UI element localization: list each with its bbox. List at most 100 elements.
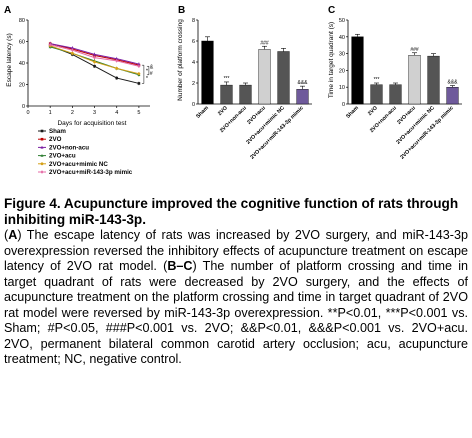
panel-a-ylabel: Escape latency (s) (6, 33, 13, 86)
platform-crossing-chart: B Number of platform crossing 0 2 4 6 8 Sham… (177, 5, 312, 161)
data-point (70, 46, 74, 50)
category-label: 2VO (217, 105, 229, 117)
legend-label: 2VO+non-acu (49, 144, 89, 151)
panel-a-letter: A (4, 5, 11, 16)
data-point (48, 43, 52, 47)
panel-c-letter: C (328, 5, 335, 16)
data-point (137, 82, 141, 85)
legend-marker (40, 154, 44, 157)
legend-label: 2VO+acu+mimic NC (49, 161, 108, 168)
x-tick-label: 0 (26, 110, 29, 116)
category-label: Sham (345, 105, 360, 120)
sig-mark: & (150, 64, 154, 70)
bar (258, 49, 271, 105)
bar (296, 89, 309, 105)
y-tick-label: 0 (22, 104, 25, 110)
data-point (137, 72, 141, 76)
legend-marker (40, 162, 44, 166)
legend-marker (40, 145, 44, 149)
y-tick-label: 4 (192, 60, 195, 66)
sig-label: ### (260, 40, 269, 46)
figure-caption: Figure 4. Acupuncture improved the cogni… (4, 196, 468, 368)
data-point (137, 64, 141, 68)
sig-bracket (141, 64, 145, 84)
sig-mark: * (146, 76, 149, 82)
x-tick-label: 3 (93, 110, 96, 116)
caption-body: (A) The escape latency of rats was incre… (4, 228, 468, 368)
bar (277, 51, 290, 105)
bar (220, 84, 233, 105)
bar (351, 36, 364, 105)
legend-label: 2VO (49, 136, 62, 143)
panel-a-significance: *&#* (141, 64, 154, 84)
sig-label: &&& (297, 80, 308, 86)
sig-bracket (146, 65, 150, 76)
legend-marker (40, 170, 44, 174)
y-tick-label: 0 (342, 102, 345, 108)
sig-label: *** (224, 76, 230, 82)
caption-title: Figure 4. Acupuncture improved the cogni… (4, 196, 459, 227)
y-tick-label: 0 (192, 102, 195, 108)
panel-b: B Number of platform crossing 0 2 4 6 8 Sham… (168, 0, 320, 196)
bar (408, 55, 421, 105)
category-label: Sham (195, 105, 210, 120)
data-point (93, 60, 96, 64)
panel-c-bars: Sham***2VO2VO+non-acu###2VO+acu2VO+acu+m… (345, 33, 459, 161)
data-point (137, 62, 141, 66)
y-tick-label: 40 (339, 35, 345, 41)
escape-latency-chart: A Escape latency (s) Days for acquisitio… (4, 5, 154, 176)
data-point (70, 51, 74, 55)
y-tick-label: 50 (339, 18, 345, 24)
bar (239, 84, 252, 105)
caption-segment: ) The escape latency of rats was increas… (4, 228, 468, 273)
panel-c-ylabel: Time in target quadrant (s) (328, 22, 335, 98)
time-in-quadrant-chart: C Time in target quadrant (s) 0 10 20 30 40 5… (328, 5, 462, 161)
data-point (93, 55, 97, 60)
category-label: 2VO (367, 105, 379, 117)
panel-c-axes: 0 10 20 30 40 50 (339, 18, 462, 108)
y-tick-label: 10 (339, 85, 345, 91)
panel-b-axes: 0 2 4 6 8 (192, 18, 312, 108)
y-tick-label: 20 (19, 83, 25, 89)
data-point (115, 76, 119, 80)
legend-marker (40, 137, 44, 141)
sig-label: &&& (447, 80, 458, 86)
legend-marker (40, 129, 44, 133)
y-tick-label: 80 (19, 18, 25, 24)
legend-label: 2VO+acu+miR-143-3p mimic (49, 169, 133, 176)
y-tick-label: 20 (339, 68, 345, 74)
x-tick-label: 4 (115, 110, 118, 116)
bar (201, 40, 214, 105)
bar (389, 84, 402, 105)
panel-b-bars: Sham***2VO2VO+non-acu###2VO+acu2VO+acu+m… (195, 36, 309, 161)
sig-mark: # (150, 71, 153, 77)
panel-c: C Time in target quadrant (s) 0 10 20 30 40 5… (320, 0, 472, 196)
panel-a-xlabel: Days for acquisition test (57, 120, 126, 127)
caption-segment: ( (4, 228, 9, 242)
y-tick-label: 6 (192, 39, 195, 45)
caption-segment: B–C (167, 259, 193, 273)
y-tick-label: 40 (19, 61, 25, 67)
x-tick-label: 2 (71, 110, 74, 116)
bar (446, 86, 459, 105)
x-tick-label: 5 (137, 110, 140, 116)
panel-b-letter: B (178, 5, 185, 16)
panel-a-axes: 0 20 40 60 80 0 1 2 3 4 5 (19, 18, 150, 116)
sig-label: *** (374, 77, 380, 83)
bar (427, 55, 440, 105)
caption-segment: A (8, 228, 18, 242)
x-tick-label: 1 (49, 110, 52, 116)
y-tick-label: 8 (192, 18, 195, 24)
panel-b-ylabel: Number of platform crossing (177, 19, 184, 101)
data-point (93, 52, 97, 56)
data-point (115, 59, 119, 63)
y-tick-label: 60 (19, 40, 25, 46)
panel-a-series (48, 41, 141, 86)
y-tick-label: 30 (339, 52, 345, 58)
data-point (115, 66, 119, 70)
bar (370, 84, 383, 105)
caption-segment: ) The number of platform crossing and ti… (4, 259, 468, 366)
sig-mark: * (146, 69, 149, 75)
data-point (115, 57, 119, 60)
y-tick-label: 2 (192, 81, 195, 87)
